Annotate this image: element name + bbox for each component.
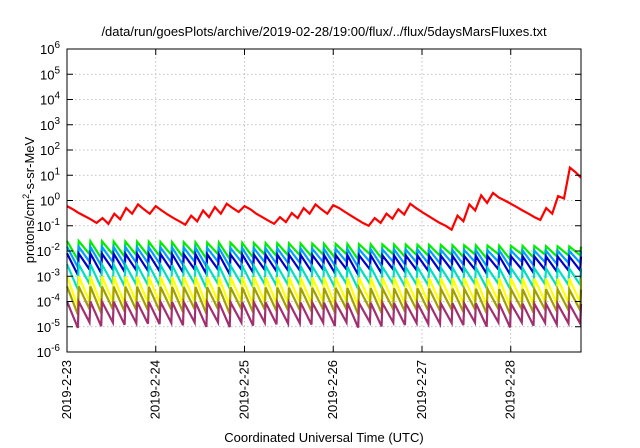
y-tick-label: 101 <box>40 166 60 183</box>
y-tick-label: 103 <box>40 116 60 133</box>
y-axis: 10-6 10-5 10-4 10-3 10-2 10-1 100 101 102 103 104 1… <box>37 40 581 360</box>
chart-title: /data/run/goesPlots/archive/2019-02-28/1… <box>101 24 547 39</box>
y-tick-label: 106 <box>40 40 60 57</box>
series-line <box>65 297 583 329</box>
y-tick-label: 104 <box>40 91 60 108</box>
x-axis: 2019-2-23 2019-2-24 2019-2-25 2019-2-26 2019… <box>59 49 518 419</box>
x-tick-label: 2019-2-24 <box>148 360 163 419</box>
x-axis-title: Coordinated Universal Time (UTC) <box>224 430 423 445</box>
y-tick-label: 100 <box>40 192 60 209</box>
x-tick-label: 2019-2-28 <box>503 360 518 419</box>
plot-area <box>65 165 583 329</box>
y-tick-label: 10-1 <box>37 217 61 234</box>
y-tick-label: 10-2 <box>37 242 61 259</box>
series-line <box>65 283 583 316</box>
x-tick-label: 2019-2-26 <box>325 360 340 419</box>
y-tick-label: 10-4 <box>37 293 61 310</box>
y-tick-label: 10-3 <box>37 267 61 284</box>
y-axis-title: protons/cm2-s-sr-MeV <box>21 136 37 263</box>
y-tick-label: 10-6 <box>37 343 61 360</box>
y-tick-label: 102 <box>40 141 60 158</box>
series-line <box>66 165 582 232</box>
y-tick-label: 105 <box>40 65 60 82</box>
x-tick-label: 2019-2-25 <box>236 360 251 419</box>
x-tick-label: 2019-2-23 <box>59 360 74 419</box>
y-tick-label: 10-5 <box>37 318 61 335</box>
x-tick-label: 2019-2-27 <box>414 360 429 419</box>
